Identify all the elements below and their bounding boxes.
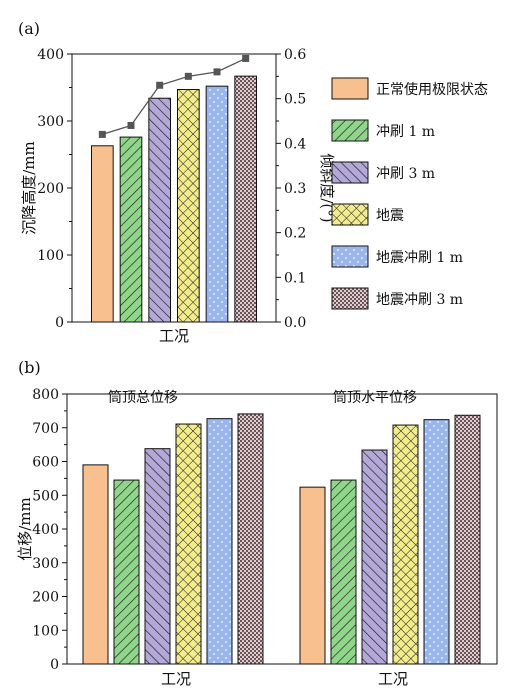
- legend-item: 冲刷 1 m: [331, 119, 435, 142]
- panel-a-y2tick-label: 0.0: [284, 315, 306, 331]
- legend-swatch-quake_scour1: [331, 245, 369, 268]
- panel-b-bar-scour3: [361, 449, 388, 665]
- panel-b-ytick-label: 700: [32, 421, 59, 437]
- panel-a-bar-normal: [91, 145, 114, 323]
- panel-b-bar-quake: [175, 423, 202, 665]
- panel-b-ytick-label: 400: [32, 522, 59, 538]
- panel-b-bar-scour1: [113, 479, 140, 665]
- legend-swatch-quake: [331, 203, 369, 226]
- panel-a-tilt-point: [213, 68, 221, 76]
- legend-item: 地震冲刷 1 m: [331, 245, 463, 268]
- legend-swatch-scour3: [331, 161, 369, 184]
- legend-item: 正常使用极限状态: [331, 77, 488, 100]
- group-title-horizontal: 筒顶水平位移: [333, 389, 417, 406]
- panel-b-ytick-label: 0: [50, 657, 59, 673]
- panel-a-bars: [91, 75, 257, 323]
- legend-label: 冲刷 1 m: [376, 124, 435, 140]
- panel-a-bar-scour3: [148, 97, 171, 323]
- panel-b-group-1: [299, 414, 481, 665]
- panel-a-tilt-point: [242, 54, 250, 62]
- panel-b-bar-scour3: [144, 448, 171, 665]
- panel-a-ytick-label: 300: [37, 114, 64, 130]
- panel-b-bar-quake_scour1: [423, 419, 450, 665]
- panel-a-xlabel: 工况: [159, 327, 189, 345]
- legend-label: 冲刷 3 m: [376, 166, 435, 182]
- panel-b-ytick-label: 200: [32, 590, 59, 606]
- panel-a-bar-quake_scour1: [205, 85, 229, 323]
- panel-a-tilt-line: [98, 54, 250, 138]
- panel-b-bar-quake_scour3: [237, 413, 264, 665]
- panel-a-tilt-point: [127, 121, 135, 129]
- panel-a-ytick-label: 0: [55, 315, 64, 331]
- panel-a-tilt-point: [98, 130, 106, 138]
- panel-a-y2tick-label: 0.2: [284, 226, 306, 242]
- panel-b-label: (b): [18, 358, 41, 377]
- group-title-total: 筒顶总位移: [108, 389, 178, 406]
- legend-swatch-quake_scour3: [331, 287, 369, 310]
- panel-b-ytick-label: 100: [32, 623, 59, 639]
- panel-b-bar-normal: [82, 464, 109, 665]
- panel-b-ytick-label: 500: [32, 488, 59, 504]
- panel-a-y2tick-label: 0.6: [284, 47, 306, 63]
- legend-label: 正常使用极限状态: [376, 81, 488, 98]
- panel-a-bar-quake_scour3: [234, 75, 257, 323]
- legend-swatch-scour1: [331, 119, 369, 142]
- legend-swatch-normal: [331, 77, 369, 100]
- panel-b-bar-normal: [299, 486, 326, 665]
- panel-b-ytick-label: 800: [32, 387, 59, 403]
- panel-b-xlabel-right: 工况: [378, 670, 408, 688]
- panel-b-ytick-label: 600: [32, 455, 59, 471]
- panel-a-y2tick-label: 0.1: [284, 270, 306, 286]
- panel-a-left-axis: 0 100 200 300 400: [37, 47, 72, 331]
- panel-a-ytick-label: 400: [37, 47, 64, 63]
- panel-a-tilt-point: [156, 81, 164, 89]
- panel-a-ytick-label: 100: [37, 248, 64, 264]
- panel-b-xlabel-left: 工况: [161, 670, 191, 688]
- panel-b-bar-quake_scour1: [206, 418, 233, 665]
- panel-a-bar-quake: [177, 89, 200, 323]
- legend-label: 地震冲刷 1 m: [376, 250, 463, 266]
- panel-b-bars: [82, 413, 481, 665]
- panel-a-tilt-line-path: [102, 57, 246, 136]
- panel-a-tilt-point: [184, 72, 192, 80]
- panel-a-label: (a): [18, 19, 40, 38]
- panel-a-right-axis: 0.0 0.1 0.2 0.3 0.4 0.5 0.6: [276, 47, 306, 331]
- panel-b-group-0: [82, 413, 264, 665]
- legend-label: 地震冲刷 3 m: [376, 292, 463, 308]
- panel-b-ylabel: 位移/mm: [16, 497, 34, 561]
- panel-b-bar-scour1: [330, 479, 357, 665]
- panel-a-y2tick-label: 0.5: [284, 92, 306, 108]
- panel-a-ytick-label: 200: [37, 181, 64, 197]
- legend-item: 地震: [331, 203, 404, 226]
- legend-label: 地震: [376, 208, 404, 224]
- panel-a-bar-scour1: [119, 136, 143, 323]
- panel-a-y2tick-label: 0.4: [284, 136, 306, 152]
- panel-b-y-axis: 0 100 200 300 400 500 600 700 800: [32, 387, 67, 673]
- panel-a-ylabel: 沉降高度/mm: [20, 141, 38, 235]
- legend-item: 冲刷 3 m: [331, 161, 435, 184]
- panel-b-bar-quake: [392, 424, 419, 665]
- panel-b: (b) 0 100 200 300 400 500 600 700 800 位移/mm 筒顶总位…: [16, 358, 498, 688]
- panel-b-ytick-label: 300: [32, 556, 59, 572]
- panel-a-y2tick-label: 0.3: [284, 181, 306, 197]
- legend-item: 地震冲刷 3 m: [331, 287, 463, 310]
- panel-b-bar-quake_scour3: [454, 414, 481, 665]
